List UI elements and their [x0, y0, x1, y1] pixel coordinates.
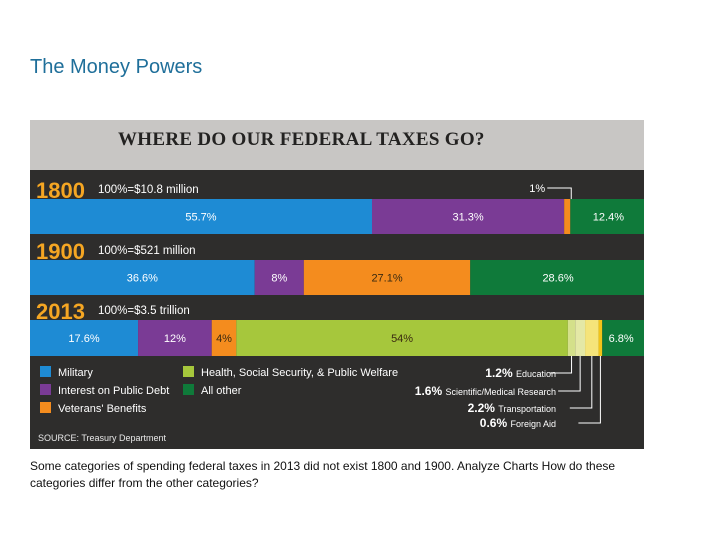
- callout-value: 0.6%: [480, 416, 511, 430]
- bar-2013-interest-on-public-debt: [138, 320, 212, 356]
- legend-label-all-other: All other: [201, 385, 242, 397]
- callout-name: Foreign Aid: [510, 419, 556, 429]
- row-year-2013: 2013: [36, 299, 85, 324]
- row-total-1800: 100%=$10.8 million: [98, 184, 199, 196]
- bar-label-2013-military: 17.6%: [68, 333, 99, 345]
- legend-swatch-interest-on-public-debt: [40, 384, 51, 395]
- legend-label-military: Military: [58, 367, 93, 379]
- callout-line-2013-foreign-aid: [578, 356, 601, 424]
- bar-2013-health-social-security-public-welfare: [236, 320, 568, 356]
- chart-svg: 1800 100%=$10.8 million 55.7% 31.3% 12.4% 190…: [30, 178, 644, 443]
- callout-2013-education: 1.2% Education: [485, 366, 556, 380]
- legend-swatch-veterans-benefits: [40, 402, 51, 413]
- bar-2013-education: [567, 320, 576, 356]
- bar-1900-veterans-benefits: [303, 260, 471, 295]
- slide-title: The Money Powers: [30, 56, 203, 78]
- legend-label-interest-on-public-debt: Interest on Public Debt: [58, 385, 169, 397]
- legend-label-veterans-benefits: Veterans' Benefits: [58, 403, 147, 415]
- legend-swatch-military: [40, 366, 51, 377]
- bar-label-2013-interest-on-public-debt: 12%: [164, 333, 186, 345]
- chart-title: WHERE DO OUR FEDERAL TAXES GO?: [118, 129, 485, 150]
- callout-value: 1.6%: [415, 384, 446, 398]
- callout-2013-scientific-medical-research: 1.6% Scientific/Medical Research: [415, 384, 556, 398]
- federal-taxes-chart: WHERE DO OUR FEDERAL TAXES GO? 1800 100%=…: [30, 120, 644, 449]
- bar-1800-interest-on-public-debt: [371, 199, 565, 234]
- chart-header: WHERE DO OUR FEDERAL TAXES GO?: [30, 120, 644, 170]
- callout-value: 2.2%: [468, 401, 499, 415]
- legend-swatch-all-other: [183, 384, 194, 395]
- bar-label-1900-veterans-benefits: 27.1%: [371, 273, 402, 285]
- bar-label-2013-all-other: 6.8%: [609, 333, 634, 345]
- legend-label-health-social-security-public-welfare: Health, Social Security, & Public Welfar…: [201, 367, 398, 379]
- callout-1800-veterans: 1%: [529, 183, 545, 195]
- callout-2013-foreign-aid: 0.6% Foreign Aid: [480, 416, 556, 430]
- bar-1900-military: [30, 260, 255, 295]
- bar-2013-veterans-benefits: [211, 320, 237, 356]
- row-year-1900: 1900: [36, 239, 85, 264]
- callout-line-2013-transportation: [569, 356, 593, 409]
- bar-1800-military: [30, 199, 372, 234]
- bar-1900-all-other: [470, 260, 644, 295]
- bar-2013-military: [30, 320, 139, 356]
- row-total-2013: 100%=$3.5 trillion: [98, 305, 190, 317]
- callout-value: 1.2%: [485, 366, 516, 380]
- bar-label-1800-all-other: 12.4%: [593, 212, 624, 224]
- callout-line-1800: [547, 187, 572, 199]
- bar-label-1800-interest-on-public-debt: 31.3%: [452, 212, 483, 224]
- row-total-1900: 100%=$521 million: [98, 245, 196, 257]
- callout-line-2013-education: [549, 356, 573, 374]
- bar-label-2013-veterans-benefits: 4%: [216, 333, 232, 345]
- chart-source: SOURCE: Treasury Department: [38, 433, 167, 443]
- row-year-1800: 1800: [36, 178, 85, 203]
- bar-label-1800-military: 55.7%: [185, 212, 216, 224]
- callout-name: Education: [516, 369, 556, 379]
- bar-1800-veterans-benefits: [564, 199, 571, 234]
- slide-caption: Some categories of spending federal taxe…: [30, 459, 616, 490]
- bar-label-1900-military: 36.6%: [127, 273, 158, 285]
- callout-name: Scientific/Medical Research: [445, 387, 556, 397]
- bar-1900-interest-on-public-debt: [254, 260, 304, 295]
- callout-line-2013-scientific-medical-research: [558, 356, 581, 392]
- bar-2013-all-other: [602, 320, 644, 356]
- bar-2013-foreign-aid: [598, 320, 603, 356]
- bar-label-2013-health-social-security-public-welfare: 54%: [391, 333, 413, 345]
- bar-2013-scientific-medical-research: [575, 320, 586, 356]
- bar-label-1900-all-other: 28.6%: [542, 273, 573, 285]
- callout-name: Transportation: [498, 404, 556, 414]
- bar-2013-transportation: [585, 320, 599, 356]
- legend-swatch-health-social-security-public-welfare: [183, 366, 194, 377]
- bar-label-1900-interest-on-public-debt: 8%: [271, 273, 287, 285]
- callout-2013-transportation: 2.2% Transportation: [468, 401, 556, 415]
- bar-1800-all-other: [570, 199, 644, 234]
